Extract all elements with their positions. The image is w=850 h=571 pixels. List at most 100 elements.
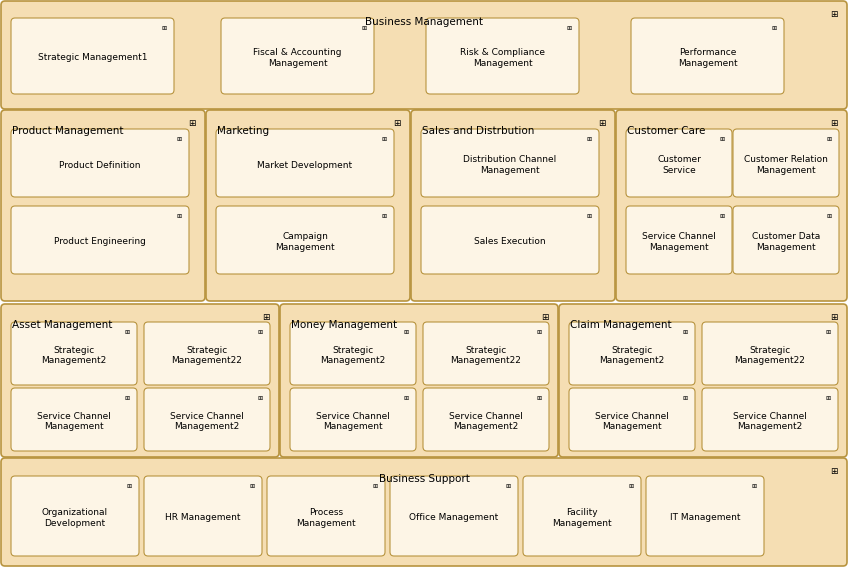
FancyBboxPatch shape (144, 388, 270, 451)
Text: ⊞: ⊞ (683, 396, 688, 401)
Text: ⊞: ⊞ (598, 119, 606, 128)
Text: Service Channel
Management2: Service Channel Management2 (733, 412, 807, 431)
Text: Sales Execution: Sales Execution (474, 238, 546, 247)
FancyBboxPatch shape (11, 388, 137, 451)
Text: ⊞: ⊞ (177, 214, 182, 219)
FancyBboxPatch shape (216, 206, 394, 274)
Text: ⊞: ⊞ (362, 26, 367, 31)
Text: ⊞: ⊞ (827, 137, 832, 142)
Text: ⊞: ⊞ (825, 330, 831, 335)
FancyBboxPatch shape (11, 18, 174, 94)
Text: ⊞: ⊞ (373, 484, 378, 489)
FancyBboxPatch shape (423, 322, 549, 385)
Text: Service Channel
Management: Service Channel Management (642, 232, 716, 252)
FancyBboxPatch shape (421, 206, 599, 274)
Text: Marketing: Marketing (217, 126, 269, 136)
FancyBboxPatch shape (423, 388, 549, 451)
FancyBboxPatch shape (626, 129, 732, 197)
FancyBboxPatch shape (411, 110, 615, 301)
Text: ⊞: ⊞ (263, 313, 270, 322)
FancyBboxPatch shape (267, 476, 385, 556)
Text: Service Channel
Management2: Service Channel Management2 (170, 412, 244, 431)
FancyBboxPatch shape (426, 18, 579, 94)
Text: ⊞: ⊞ (586, 137, 592, 142)
Text: Fiscal & Accounting
Management: Fiscal & Accounting Management (253, 49, 342, 68)
Text: Strategic
Management22: Strategic Management22 (734, 346, 806, 365)
FancyBboxPatch shape (216, 129, 394, 197)
Text: Campaign
Management: Campaign Management (275, 232, 335, 252)
Text: ⊞: ⊞ (536, 330, 542, 335)
Text: ⊞: ⊞ (189, 119, 196, 128)
Text: ⊞: ⊞ (394, 119, 401, 128)
Text: Strategic
Management22: Strategic Management22 (172, 346, 242, 365)
Text: ⊞: ⊞ (830, 10, 838, 19)
FancyBboxPatch shape (631, 18, 784, 94)
FancyBboxPatch shape (702, 388, 838, 451)
FancyBboxPatch shape (11, 322, 137, 385)
Text: Organizational
Development: Organizational Development (42, 508, 108, 528)
FancyBboxPatch shape (11, 129, 189, 197)
FancyBboxPatch shape (646, 476, 764, 556)
FancyBboxPatch shape (290, 322, 416, 385)
FancyBboxPatch shape (221, 18, 374, 94)
FancyBboxPatch shape (1, 110, 205, 301)
Text: ⊞: ⊞ (382, 137, 387, 142)
Text: Service Channel
Management2: Service Channel Management2 (449, 412, 523, 431)
FancyBboxPatch shape (144, 476, 262, 556)
Text: Strategic
Management22: Strategic Management22 (450, 346, 521, 365)
Text: ⊞: ⊞ (825, 396, 831, 401)
FancyBboxPatch shape (616, 110, 847, 301)
FancyBboxPatch shape (290, 388, 416, 451)
FancyBboxPatch shape (144, 322, 270, 385)
Text: ⊞: ⊞ (258, 396, 263, 401)
Text: Asset Management: Asset Management (12, 320, 112, 330)
Text: ⊞: ⊞ (720, 137, 725, 142)
Text: ⊞: ⊞ (250, 484, 255, 489)
FancyBboxPatch shape (1, 458, 847, 566)
Text: ⊞: ⊞ (404, 330, 409, 335)
FancyBboxPatch shape (733, 206, 839, 274)
Text: Service Channel
Management: Service Channel Management (595, 412, 669, 431)
Text: ⊞: ⊞ (404, 396, 409, 401)
Text: ⊞: ⊞ (125, 330, 130, 335)
Text: ⊞: ⊞ (125, 396, 130, 401)
FancyBboxPatch shape (280, 304, 558, 457)
Text: Strategic
Management2: Strategic Management2 (320, 346, 386, 365)
Text: ⊞: ⊞ (586, 214, 592, 219)
Text: Sales and Distrbution: Sales and Distrbution (422, 126, 535, 136)
Text: Strategic
Management2: Strategic Management2 (599, 346, 665, 365)
Text: ⊞: ⊞ (162, 26, 167, 31)
Text: ⊞: ⊞ (127, 484, 132, 489)
Text: Customer
Service: Customer Service (657, 155, 701, 175)
FancyBboxPatch shape (1, 304, 279, 457)
FancyBboxPatch shape (626, 206, 732, 274)
Text: Customer Data
Management: Customer Data Management (752, 232, 820, 252)
Text: Business Support: Business Support (378, 474, 469, 484)
Text: Money Management: Money Management (291, 320, 397, 330)
Text: Performance
Management: Performance Management (677, 49, 737, 68)
Text: ⊞: ⊞ (536, 396, 542, 401)
FancyBboxPatch shape (733, 129, 839, 197)
Text: ⊞: ⊞ (177, 137, 182, 142)
FancyBboxPatch shape (569, 388, 695, 451)
Text: Service Channel
Management: Service Channel Management (316, 412, 390, 431)
Text: Process
Management: Process Management (296, 508, 356, 528)
Text: ⊞: ⊞ (830, 119, 838, 128)
Text: Claim Management: Claim Management (570, 320, 672, 330)
FancyBboxPatch shape (523, 476, 641, 556)
Text: ⊞: ⊞ (629, 484, 634, 489)
Text: ⊞: ⊞ (382, 214, 387, 219)
Text: Facility
Management: Facility Management (552, 508, 612, 528)
Text: Service Channel
Management: Service Channel Management (37, 412, 111, 431)
FancyBboxPatch shape (702, 322, 838, 385)
Text: Product Engineering: Product Engineering (54, 238, 146, 247)
Text: Market Development: Market Development (258, 160, 353, 170)
FancyBboxPatch shape (1, 1, 847, 109)
Text: Distribution Channel
Management: Distribution Channel Management (463, 155, 557, 175)
Text: Office Management: Office Management (410, 513, 499, 522)
FancyBboxPatch shape (569, 322, 695, 385)
FancyBboxPatch shape (11, 476, 139, 556)
Text: Customer Relation
Management: Customer Relation Management (744, 155, 828, 175)
Text: ⊞: ⊞ (720, 214, 725, 219)
Text: ⊞: ⊞ (830, 313, 838, 322)
